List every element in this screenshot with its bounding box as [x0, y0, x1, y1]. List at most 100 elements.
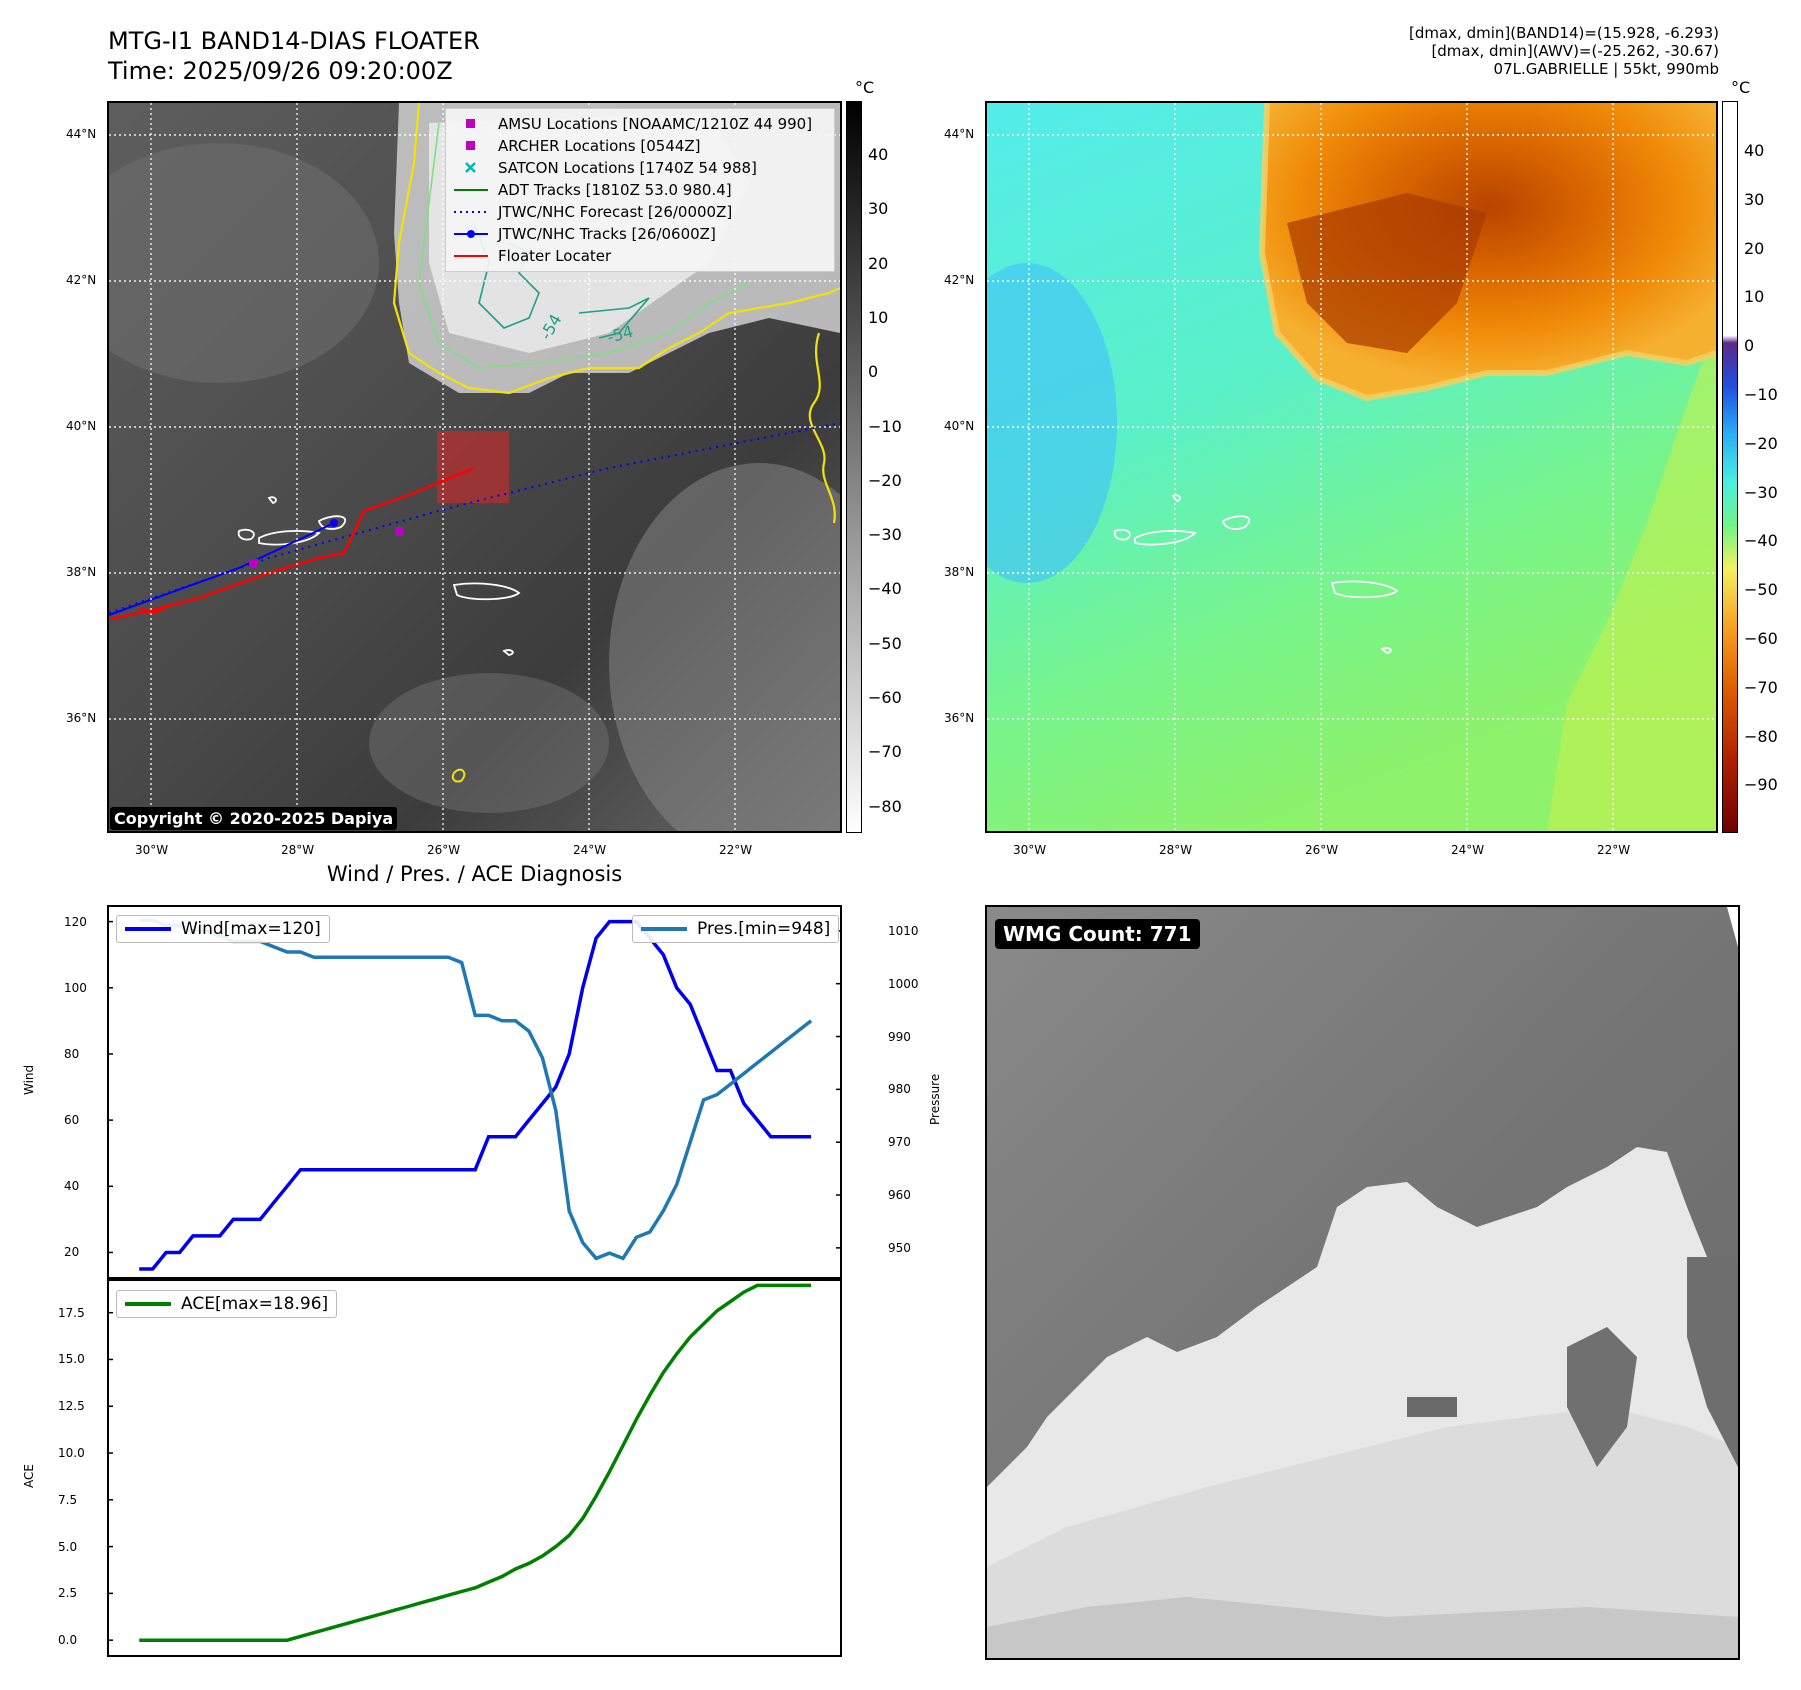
legend-item-floater[interactable]: Floater Locater	[452, 245, 828, 267]
awv-islands	[1113, 494, 1399, 654]
legend-item-adt[interactable]: ADT Tracks [1810Z 53.0 980.4]	[452, 179, 828, 201]
line-dot-icon	[452, 223, 490, 245]
legend-label: ARCHER Locations [0544Z]	[498, 137, 701, 155]
awv-colorbar-tick: −90	[1744, 775, 1778, 795]
ir-colorbar-tick: 40	[868, 145, 889, 164]
ace-legend-label: ACE[max=18.96]	[181, 1294, 329, 1314]
awv-colorbar-tick: 30	[1744, 189, 1765, 209]
ace-legend[interactable]: ACE[max=18.96]	[116, 1290, 338, 1318]
ace-axis-label: ACE	[22, 1464, 36, 1488]
lon-tick-label: 22°W	[719, 843, 753, 857]
wmg-canvas[interactable]	[987, 907, 1738, 1658]
lat-tick-label: 42°N	[66, 273, 97, 287]
ace-tick-label: 10.0	[58, 1446, 85, 1461]
awv-colorbar-tick: −70	[1744, 677, 1778, 697]
figure-title: MTG-I1 BAND14-DIAS FLOATER	[108, 27, 480, 55]
legend-item-amsu[interactable]: AMSU Locations [NOAAMC/1210Z 44 990]	[452, 113, 828, 135]
awv-colorbar-tick: −20	[1744, 433, 1778, 453]
ace-tick-label: 17.5	[58, 1305, 85, 1320]
lat-tick-label: 40°N	[944, 419, 975, 433]
contour-yellow	[392, 103, 840, 395]
awv-yellow-band	[1547, 323, 1716, 831]
ir-colorbar-tick: −50	[868, 633, 902, 653]
legend-label: JTWC/NHC Forecast [26/0000Z]	[498, 203, 733, 221]
amsu-marker	[249, 559, 258, 568]
info-storm: 07L.GABRIELLE | 55kt, 990mb	[1493, 60, 1719, 78]
awv-colorbar-tick: 10	[1744, 287, 1765, 307]
legend-label: Floater Locater	[498, 247, 612, 265]
pressure-legend[interactable]: Pres.[min=948]	[632, 915, 840, 943]
x-marker-icon	[452, 157, 490, 179]
legend-label: AMSU Locations [NOAAMC/1210Z 44 990]	[498, 115, 813, 133]
lon-tick-label: 24°W	[573, 843, 607, 857]
lon-tick-label: 26°W	[1305, 843, 1339, 857]
ace-tick-label: 2.5	[58, 1586, 78, 1601]
ace-line-icon	[125, 1302, 171, 1306]
wind-plot-frame	[107, 905, 842, 1279]
wind-pressure-chart[interactable]	[107, 905, 863, 1281]
pressure-tick-label: 1010	[888, 923, 919, 938]
contour-yellow	[451, 768, 466, 783]
wind-legend[interactable]: Wind[max=120]	[116, 915, 330, 943]
wind-tick-label: 100	[64, 980, 87, 995]
lon-tick-label: 26°W	[427, 843, 461, 857]
awv-map-canvas[interactable]	[987, 103, 1716, 831]
map-legend[interactable]: AMSU Locations [NOAAMC/1210Z 44 990] ARC…	[445, 108, 835, 272]
lat-tick-label: 42°N	[944, 273, 975, 287]
cloud-patch	[609, 463, 840, 831]
awv-map-panel[interactable]	[985, 101, 1718, 833]
awv-colorbar-tick: −60	[1744, 629, 1778, 648]
wmg-dark-pixel	[1407, 1397, 1457, 1417]
awv-colorbar-tick: 20	[1744, 238, 1765, 258]
ir-colorbar-tick: 0	[868, 362, 879, 382]
ir-colorbar-tick: −40	[868, 579, 902, 599]
lat-tick-label: 44°N	[944, 127, 975, 141]
ir-colorbar-tick: −10	[868, 416, 902, 436]
pressure-tick-label: 1000	[888, 976, 919, 991]
awv-dry-core	[1287, 193, 1487, 353]
lon-tick-label: 24°W	[1451, 843, 1485, 857]
solid-line-icon	[452, 179, 490, 201]
square-marker-icon	[452, 113, 490, 135]
lon-tick-label: 30°W	[1013, 843, 1047, 857]
ace-tick-label: 15.0	[58, 1352, 85, 1367]
ace-plot-frame	[107, 1279, 842, 1657]
ir-colorbar-tick: 20	[868, 253, 889, 273]
wind-tick-label: 120	[64, 914, 87, 929]
legend-label: SATCON Locations [1740Z 54 988]	[498, 159, 757, 177]
wind-axis-label: Wind	[22, 1064, 36, 1095]
legend-item-jtwc-forecast[interactable]: JTWC/NHC Forecast [26/0000Z]	[452, 201, 828, 223]
pressure-tick-label: 960	[888, 1188, 911, 1203]
wind-series-line	[139, 919, 812, 1271]
lon-tick-label: 30°W	[135, 843, 169, 857]
copyright-badge: Copyright © 2020-2025 Dapiya	[110, 807, 398, 830]
diagnosis-title: Wind / Pres. / ACE Diagnosis	[326, 862, 623, 886]
legend-item-archer[interactable]: ARCHER Locations [0544Z]	[452, 135, 828, 157]
lon-tick-label: 28°W	[1159, 843, 1193, 857]
wmg-texture	[987, 1597, 1738, 1658]
ir-colorbar-tick: −60	[868, 688, 902, 707]
ir-colorbar-tick: 30	[868, 199, 889, 219]
ir-colorbar-unit: °C	[855, 78, 875, 97]
square-marker-icon	[452, 135, 490, 157]
wind-tick-label: 20	[64, 1245, 80, 1260]
awv-gridlines	[987, 103, 1716, 831]
legend-item-satcon[interactable]: SATCON Locations [1740Z 54 988]	[452, 157, 828, 179]
ace-chart[interactable]	[107, 1279, 842, 1657]
pressure-tick-label: 950	[888, 1240, 911, 1255]
ace-tick-label: 5.0	[58, 1539, 78, 1554]
wind-tick-label: 40	[64, 1179, 80, 1194]
ir-colorbar-tick: 10	[868, 307, 889, 327]
lat-tick-label: 38°N	[66, 565, 97, 579]
info-band14: [dmax, dmin](BAND14)=(15.928, -6.293)	[1408, 24, 1719, 42]
floater-box	[437, 431, 509, 503]
dotted-line-icon	[452, 201, 490, 223]
legend-item-jtwc-tracks[interactable]: JTWC/NHC Tracks [26/0600Z]	[452, 223, 828, 245]
ir-colorbar[interactable]	[846, 101, 862, 833]
floater-locater-track	[138, 603, 170, 615]
awv-colorbar[interactable]	[1722, 101, 1738, 833]
wmg-panel[interactable]	[985, 905, 1740, 1660]
archer-marker	[395, 527, 404, 536]
lat-tick-label: 44°N	[66, 127, 97, 141]
wmg-count-badge: WMG Count: 771	[995, 919, 1200, 949]
